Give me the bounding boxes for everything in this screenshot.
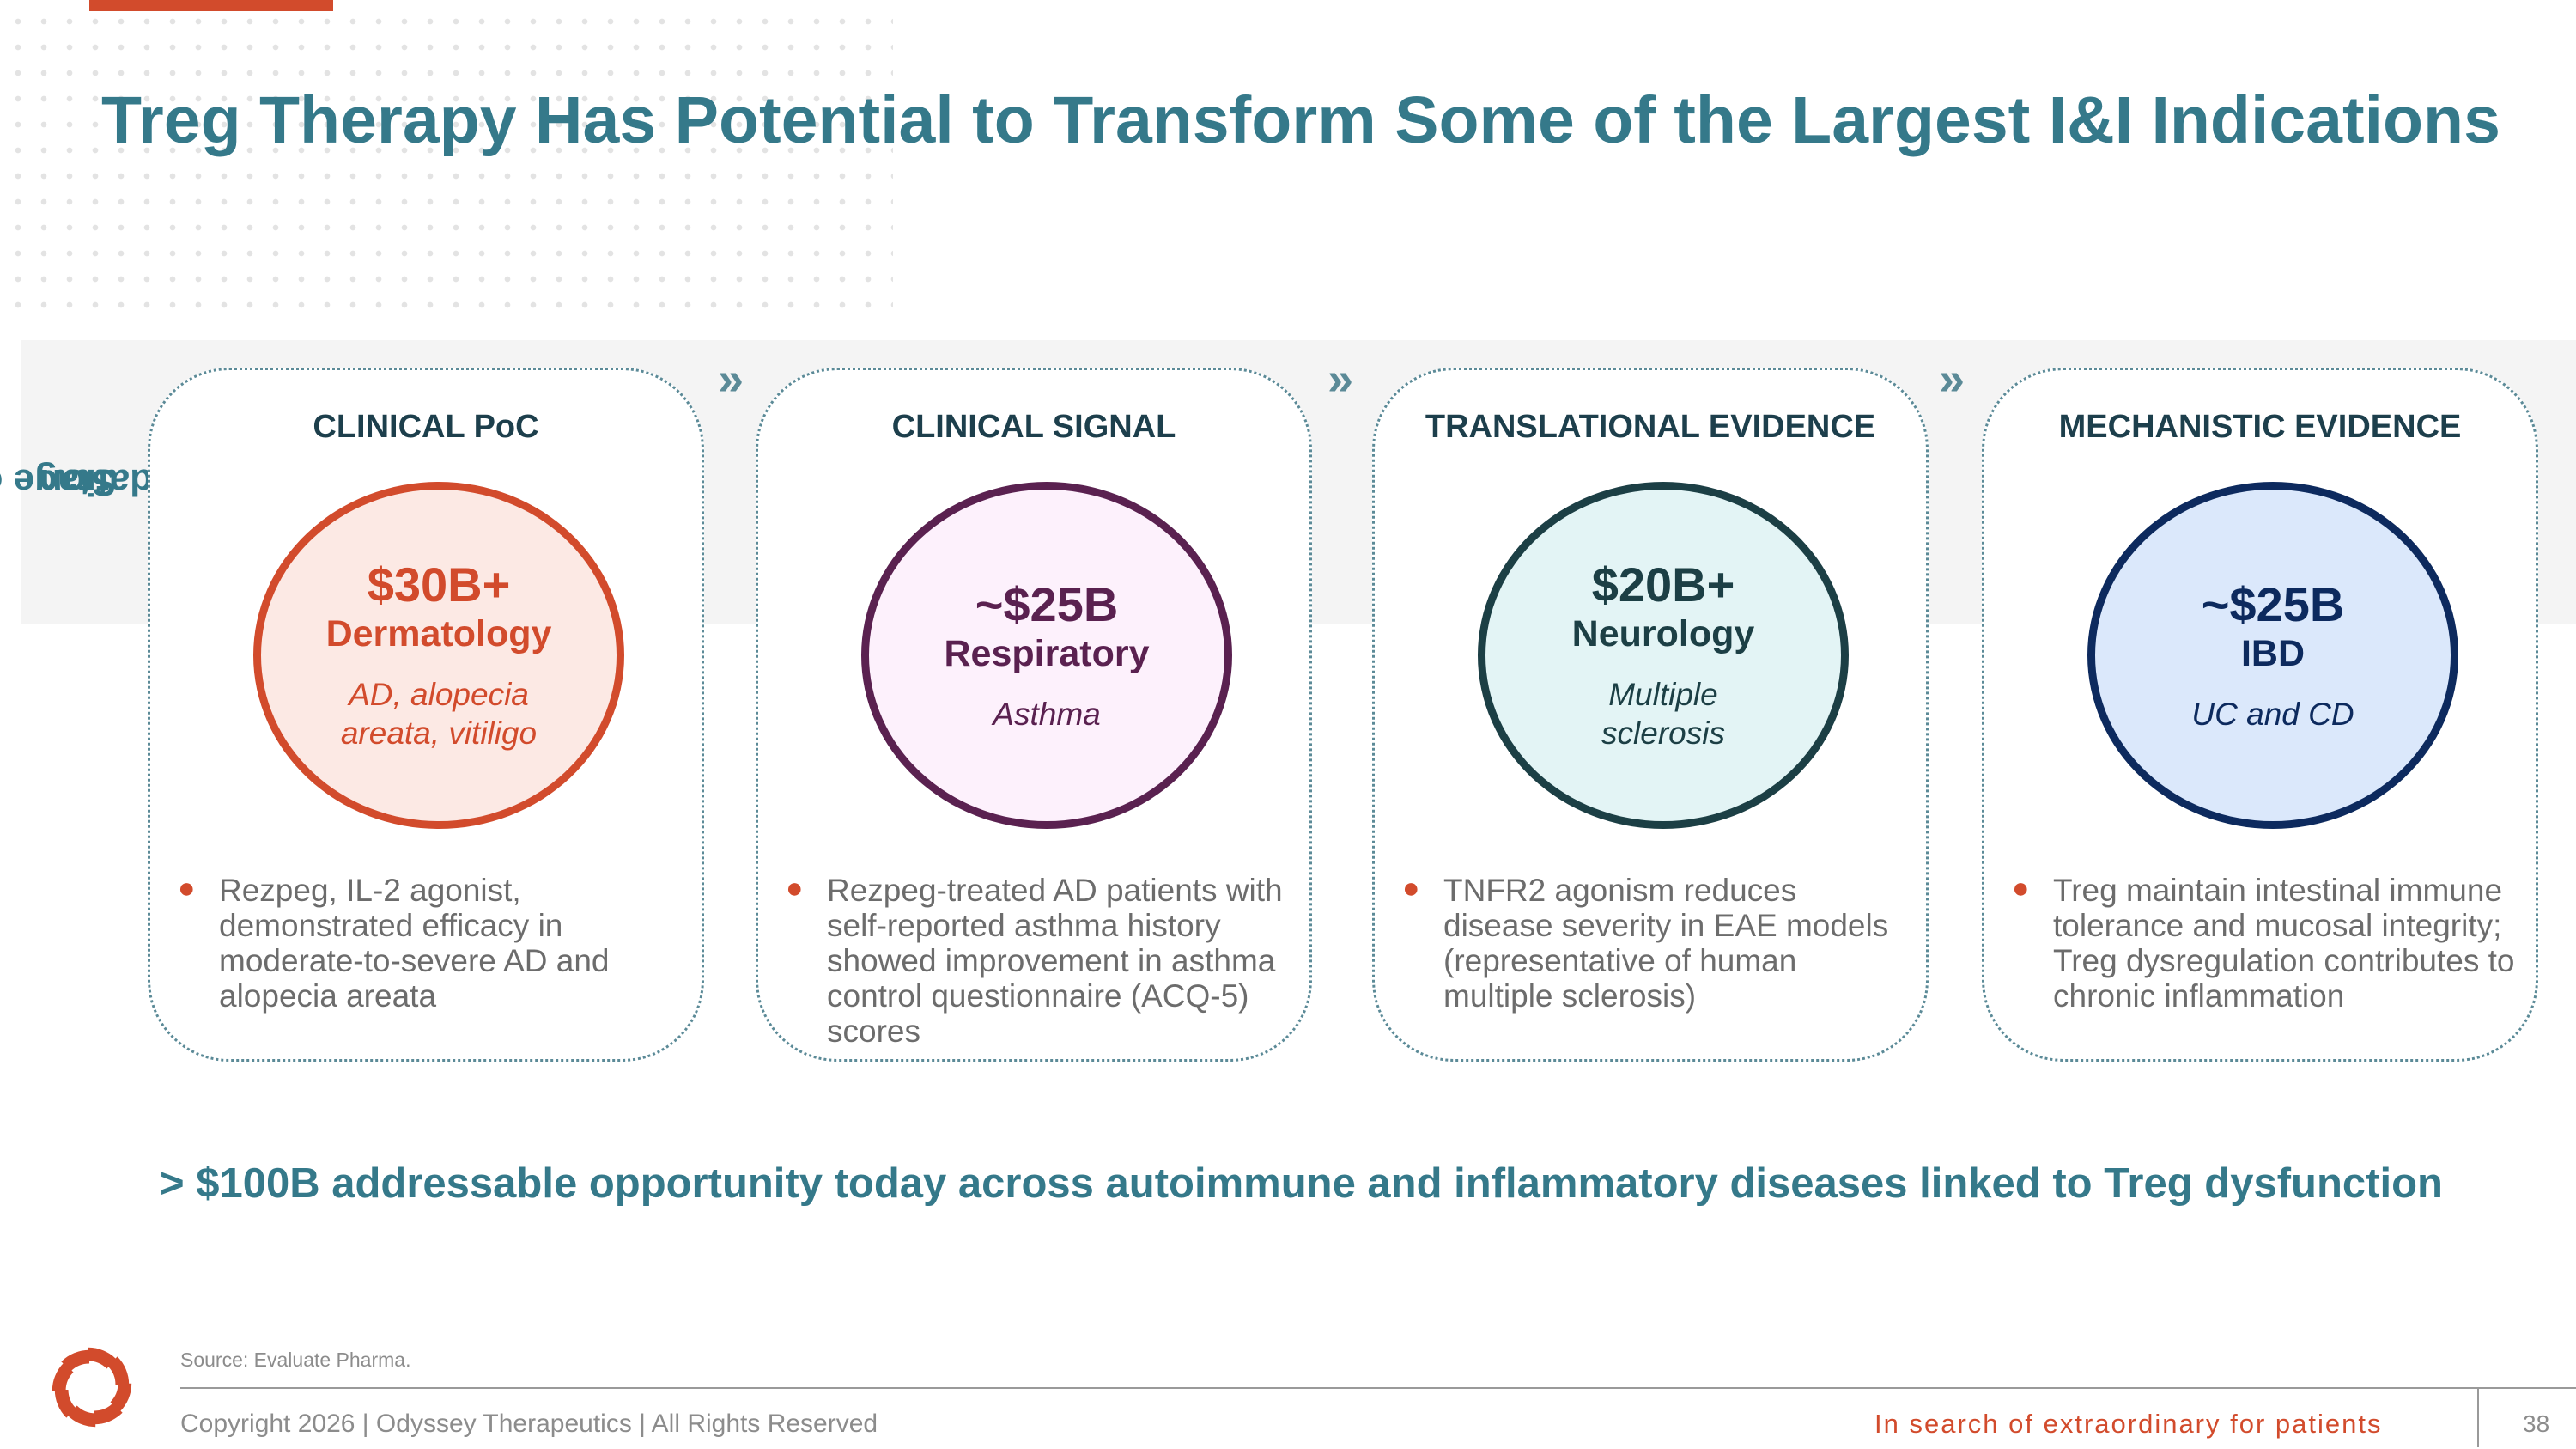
market-circle: ~$25B Respiratory Asthma (861, 482, 1232, 829)
evidence-bullet: ● Rezpeg-treated AD patients with self-r… (786, 872, 1292, 1049)
footer-vertical-divider (2477, 1387, 2479, 1447)
therapeutic-area: Dermatology (325, 613, 552, 654)
bullet-text: Rezpeg-treated AD patients with self-rep… (827, 873, 1283, 1049)
market-value: ~$25B (2201, 576, 2345, 631)
indications: Asthma (993, 695, 1100, 734)
indications-line1: Multiple (1608, 677, 1718, 712)
card-heading: CLINICAL SIGNAL (891, 409, 1176, 445)
decorative-dot-grid (0, 0, 893, 326)
card-mechanistic-evidence: MECHANISTIC EVIDENCE ~$25B IBD UC and CD… (1982, 368, 2538, 1062)
market-value: $30B+ (367, 557, 511, 612)
card-heading: TRANSLATIONAL EVIDENCE (1425, 409, 1876, 445)
company-logo-icon (52, 1347, 132, 1428)
indications-line2: areata, vitiligo (340, 715, 538, 751)
evidence-bullet: ● Rezpeg, IL-2 agonist, demonstrated eff… (178, 872, 684, 1014)
bullet-dot-icon: ● (786, 872, 804, 904)
page-title: Treg Therapy Has Potential to Transform … (101, 83, 2500, 157)
evidence-bullet: ● TNFR2 agonism reduces disease severity… (1402, 872, 1909, 1014)
footer-divider (180, 1387, 2576, 1389)
company-slogan: In search of extraordinary for patients (1874, 1409, 2383, 1439)
bullet-text: Rezpeg, IL-2 agonist, demonstrated effic… (219, 873, 610, 1014)
therapeutic-area: Respiratory (944, 632, 1150, 674)
copyright-text: Copyright 2026 | Odyssey Therapeutics | … (180, 1409, 878, 1438)
evidence-bullet: ● Treg maintain intestinal immune tolera… (2012, 872, 2518, 1014)
page-number: 38 (2523, 1410, 2550, 1437)
indications-line1: UC and CD (2191, 696, 2354, 732)
therapeutic-area: IBD (2240, 632, 2306, 674)
indications-line1: AD, alopecia (349, 677, 529, 712)
indications: UC and CD (2191, 695, 2354, 734)
indications-line2: sclerosis (1601, 715, 1725, 751)
card-heading: CLINICAL PoC (313, 409, 539, 445)
chevron-right-icon: » (1939, 353, 1965, 405)
card-heading: MECHANISTIC EVIDENCE (2058, 409, 2462, 445)
bullet-dot-icon: ● (2012, 872, 2030, 904)
indications-line1: Asthma (993, 696, 1101, 732)
chevron-right-icon: » (1327, 353, 1354, 405)
stage-of-validation-label: Stage ofvalidation (0, 396, 216, 568)
market-value: ~$25B (975, 576, 1119, 631)
market-value: $20B+ (1591, 557, 1735, 612)
source-note: Source: Evaluate Pharma. (180, 1349, 411, 1371)
therapeutic-area: Neurology (1571, 613, 1755, 654)
indications: Multiple sclerosis (1601, 675, 1725, 752)
market-circle: $20B+ Neurology Multiple sclerosis (1478, 482, 1849, 829)
card-translational-evidence: TRANSLATIONAL EVIDENCE $20B+ Neurology M… (1372, 368, 1929, 1062)
opportunity-tagline: > $100B addressable opportunity today ac… (160, 1160, 2443, 1207)
bullet-text: TNFR2 agonism reduces disease severity i… (1443, 873, 1889, 1014)
bullet-text: Treg maintain intestinal immune toleranc… (2053, 873, 2515, 1014)
bullet-dot-icon: ● (178, 872, 196, 904)
card-clinical-signal: CLINICAL SIGNAL ~$25B Respiratory Asthma… (756, 368, 1312, 1062)
market-circle: ~$25B IBD UC and CD (2087, 482, 2458, 829)
indications: AD, alopecia areata, vitiligo (341, 675, 537, 752)
market-circle: $30B+ Dermatology AD, alopecia areata, v… (253, 482, 624, 829)
chevron-right-icon: » (718, 353, 744, 405)
card-clinical-poc: CLINICAL PoC $30B+ Dermatology AD, alope… (148, 368, 704, 1062)
bullet-dot-icon: ● (1402, 872, 1420, 904)
